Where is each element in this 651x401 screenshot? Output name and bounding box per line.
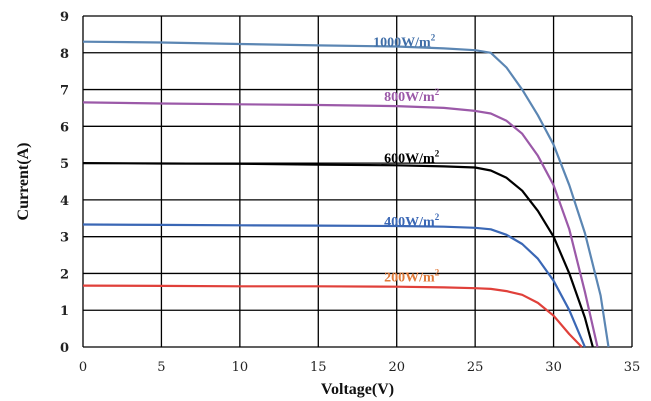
y-tick-labels: 0 1 2 3 4 5 6 7 8 9 [60, 10, 69, 356]
y-tick-label: 6 [60, 120, 69, 135]
x-axis-title: Voltage(V) [321, 381, 394, 398]
y-tick-label: 3 [60, 231, 69, 246]
series-line-3 [82, 223, 586, 348]
y-tick-label: 8 [60, 47, 69, 62]
series-line-0 [82, 40, 610, 348]
series-label-3: 400W/m2 [384, 212, 440, 230]
series-line-1 [82, 101, 599, 348]
series-line-2 [82, 162, 594, 348]
series-labels: 1000W/m2 800W/m2 600W/m2 400W/m2 200W/m2 [373, 33, 440, 286]
y-axis-title: Current(A) [15, 143, 32, 221]
series-label-4: 200W/m2 [384, 267, 440, 285]
series-lines [82, 40, 610, 348]
series-line-4 [82, 284, 583, 348]
series-label-0: 1000W/m2 [373, 33, 436, 51]
y-tick-label: 9 [60, 10, 69, 25]
x-tick-labels: 0 5 10 15 20 25 30 35 [79, 360, 640, 375]
series-label-2: 600W/m2 [384, 149, 440, 167]
x-tick-label: 5 [157, 360, 165, 375]
y-tick-label: 7 [60, 84, 69, 99]
series-label-1: 800W/m2 [384, 87, 440, 105]
x-tick-label: 35 [624, 360, 641, 375]
x-tick-label: 0 [79, 360, 87, 375]
y-tick-label: 2 [60, 267, 69, 282]
x-tick-label: 30 [545, 360, 562, 375]
x-tick-label: 25 [467, 360, 484, 375]
grid [82, 15, 633, 348]
y-tick-label: 1 [60, 304, 69, 319]
y-tick-label: 5 [60, 157, 69, 172]
x-tick-label: 20 [388, 360, 405, 375]
x-tick-label: 15 [310, 360, 327, 375]
x-tick-label: 10 [232, 360, 249, 375]
y-tick-label: 0 [60, 341, 69, 356]
y-tick-label: 4 [60, 194, 69, 209]
